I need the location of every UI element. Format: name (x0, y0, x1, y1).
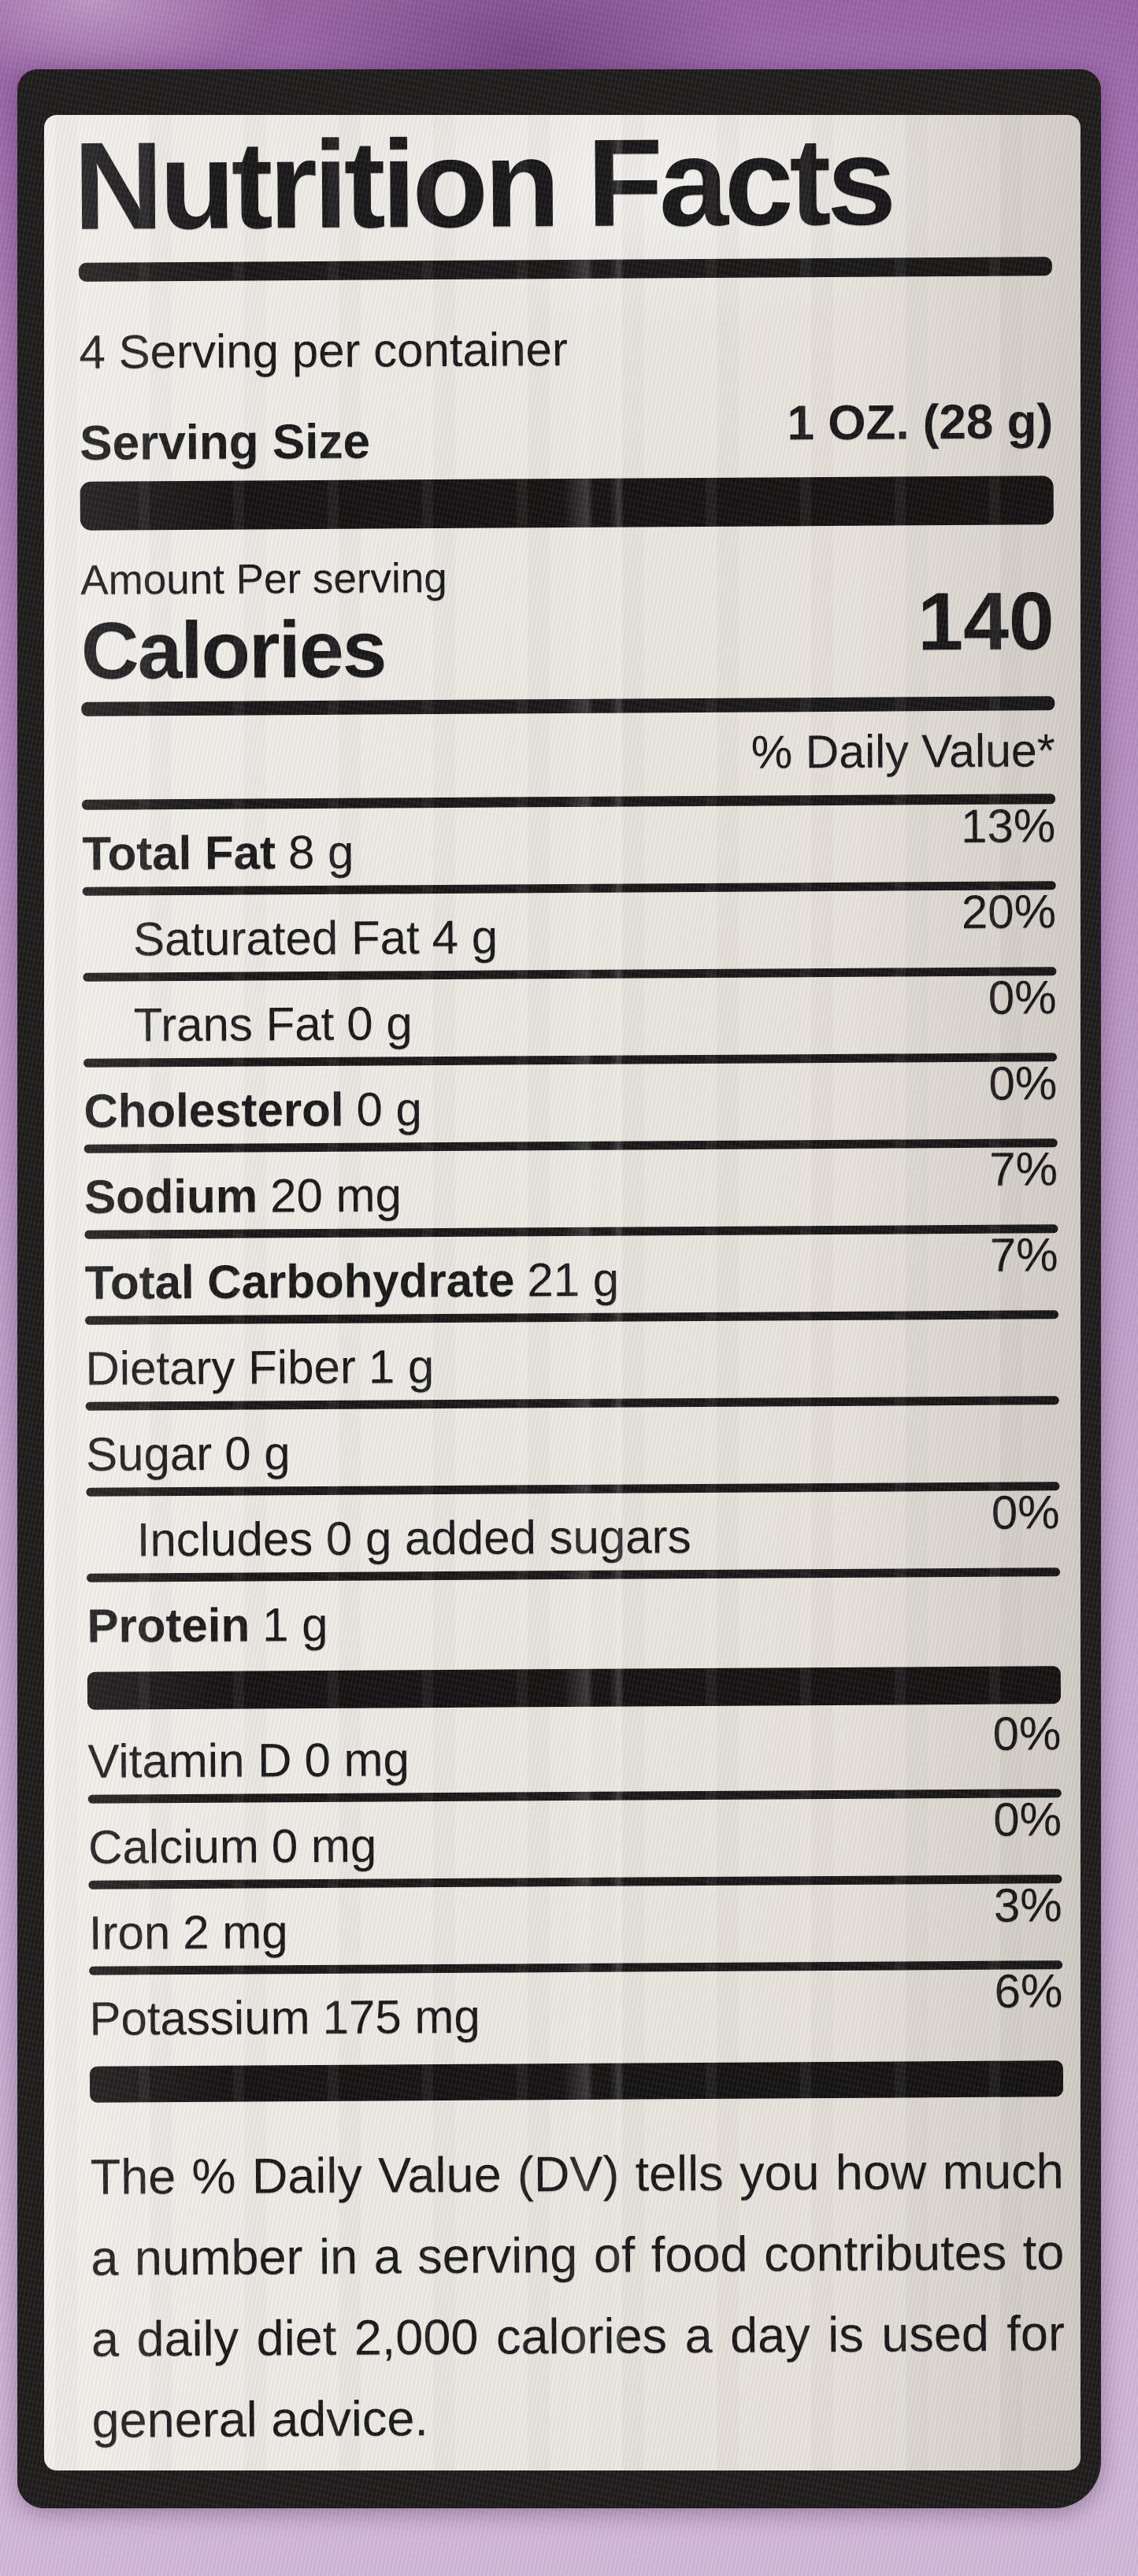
nutrient-row: Iron 2 mg 3% (88, 1878, 1062, 1967)
nutrient-amount: 0 g (224, 1427, 291, 1480)
nutrition-facts-label: Nutrition Facts 4 Serving per container … (17, 69, 1101, 2508)
nutrient-name: Total Fat (82, 826, 276, 880)
nutrient-amount: 1 g (368, 1340, 435, 1393)
nutrient-amount: 1 g (261, 1597, 328, 1652)
servings-per-container: 4 Serving per container (79, 323, 569, 379)
nutrient-amount: 8 g (287, 825, 354, 879)
nutrient-name: Includes 0 g added sugars (136, 1510, 691, 1567)
nutrient-amount: 20 mg (269, 1168, 402, 1223)
section-divider-bar (87, 1666, 1062, 1710)
nutrient-row: Total Fat 8 g 13% (82, 799, 1056, 887)
calories-value: 140 (917, 576, 1055, 668)
nutrient-amount: 2 mg (183, 1905, 288, 1960)
nutrient-row: Includes 0 g added sugars 0% (86, 1486, 1060, 1574)
nutrient-name: Trans Fat (133, 997, 335, 1052)
nutrient-name: Total Carbohydrate (84, 1253, 515, 1309)
nutrient-row: Potassium 175 mg 6% (89, 1964, 1063, 2052)
nutrient-amount: 21 g (527, 1253, 620, 1307)
nutrient-name: Cholesterol (83, 1083, 344, 1138)
nutrient-name: Potassium (89, 1991, 310, 2045)
nutrient-row: Cholesterol 0 g 0% (83, 1057, 1058, 1145)
nutrient-row: Calcium 0 mg 0% (87, 1793, 1062, 1881)
nutrient-percent: 0% (991, 1486, 1060, 1539)
daily-value-header: % Daily Value* (751, 724, 1055, 779)
nutrient-name: Sugar (85, 1427, 213, 1481)
nutrient-percent: 6% (994, 1964, 1063, 2018)
label-content: Nutrition Facts 4 Serving per container … (73, 112, 1066, 2461)
nutrient-percent: 0% (988, 1057, 1058, 1110)
nutrient-name: Vitamin D (87, 1734, 292, 1788)
nutrient-row: Dietary Fiber 1 g (85, 1319, 1059, 1402)
amount-per-serving: Amount Per serving (80, 554, 447, 604)
nutrient-amount: 4 g (432, 910, 499, 964)
nutrient-name: Dietary Fiber (85, 1340, 357, 1395)
serving-size-label: Serving Size (80, 414, 371, 471)
nutrient-row: Sugar 0 g (86, 1405, 1060, 1488)
nutrient-percent: 13% (960, 799, 1056, 853)
nutrient-row: Vitamin D 0 mg 0% (87, 1707, 1062, 1795)
nutrient-percent: 0% (992, 1707, 1062, 1760)
serving-size-value: 1 OZ. (28 g) (787, 394, 1054, 451)
calories-row: Calories 140 (80, 576, 1055, 696)
nutrient-amount: 0 mg (271, 1819, 377, 1873)
nutrient-percent: 20% (961, 885, 1057, 938)
nutrient-amount: 0 mg (304, 1733, 410, 1787)
nutrient-row: Sodium 20 mg 7% (83, 1142, 1058, 1231)
nutrient-name: Calcium (87, 1819, 260, 1874)
nutrient-row: Total Carbohydrate 21 g 7% (84, 1228, 1058, 1316)
nutrient-percent: 7% (988, 1142, 1058, 1196)
nutrient-percent: 0% (988, 971, 1057, 1024)
label-title: Nutrition Facts (72, 112, 893, 256)
nutrient-amount: 0 g (347, 997, 413, 1050)
serving-size-row: Serving Size 1 OZ. (28 g) (80, 394, 1053, 472)
nutrient-name: Protein (87, 1598, 250, 1653)
section-divider-bar (89, 2060, 1064, 2103)
nutrient-name: Iron (88, 1906, 171, 1960)
calories-label: Calories (80, 604, 386, 696)
nutrient-amount: 0 g (356, 1083, 423, 1136)
nutrient-name: Saturated Fat (132, 911, 420, 966)
nutrient-amount: 175 mg (322, 1989, 480, 2044)
divider-rule (78, 257, 1052, 282)
divider-rule (81, 696, 1055, 716)
daily-value-footnote: The % Daily Value (DV) tells you how muc… (90, 2144, 1066, 2448)
nutrient-name: Sodium (83, 1169, 258, 1223)
section-divider-bar (80, 476, 1054, 531)
nutrient-percent: 0% (993, 1793, 1062, 1846)
label-sheet: Nutrition Facts 4 Serving per container … (44, 112, 1081, 2471)
nutrient-percent: 7% (989, 1228, 1058, 1282)
nutrient-percent: 3% (993, 1878, 1062, 1932)
nutrient-row: Protein 1 g (87, 1576, 1061, 1660)
nutrient-row: Trans Fat 0 g 0% (83, 971, 1057, 1059)
nutrient-row: Saturated Fat 4 g 20% (83, 885, 1057, 973)
